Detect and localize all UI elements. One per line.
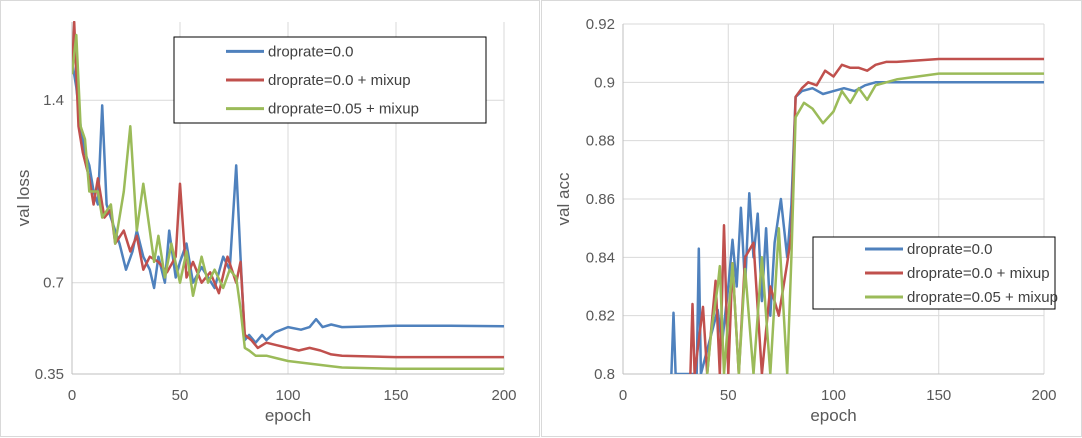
val-loss-chart-panel: 0.35 0.7 1.4 0 50 100 150 200 epoch val loss dropr… [0,0,540,437]
loss-series-line-droprate-0-0-mixup [72,21,504,359]
acc-y-tick-label: 0.86 [586,191,615,208]
loss-legend-label-droprate-0-05-mixup: droprate=0.05 + mixup [268,101,419,118]
acc-x-axis-label: epoch [810,406,856,425]
acc-y-tick-label: 0.82 [586,308,615,325]
acc-series-line-droprate-0-05-mixup [705,72,1044,374]
loss-series-line-droprate-0-0 [72,60,504,344]
loss-y-tick-label: 0.7 [43,275,64,292]
loss-x-tick-label: 100 [275,387,300,404]
val-acc-chart: 0.8 0.82 0.84 0.86 0.88 0.9 0.92 0 50 100 150 200 ep… [554,16,1058,425]
acc-y-tick-label: 0.9 [594,74,615,91]
acc-legend-label-droprate-0-05-mixup: droprate=0.05 + mixup [907,289,1058,306]
acc-legend-box [812,236,1056,310]
loss-x-tick-label: 0 [68,387,76,404]
val-acc-chart-panel: 0.8 0.82 0.84 0.86 0.88 0.9 0.92 0 50 100 150 200 ep… [541,0,1082,437]
acc-y-tick-label: 0.8 [594,366,615,383]
acc-y-axis-label: val acc [554,172,573,225]
loss-legend-label-droprate-0-0: droprate=0.0 [268,43,353,60]
loss-y-tick-label: 1.4 [43,92,64,109]
loss-x-tick-label: 150 [383,387,408,404]
loss-series-line-droprate-0-05-mixup [72,33,504,371]
loss-y-axis-label: val loss [14,170,33,227]
acc-y-tick-label: 0.84 [586,249,615,266]
acc-x-tick-label: 50 [720,387,737,404]
acc-y-tick-label: 0.92 [586,16,615,33]
acc-x-tick-label: 150 [926,387,951,404]
loss-x-axis-label: epoch [265,406,311,425]
val-loss-chart: 0.35 0.7 1.4 0 50 100 150 200 epoch val loss dropr… [14,21,517,425]
loss-y-tick-label: 0.35 [35,366,64,383]
loss-x-tick-label: 50 [172,387,189,404]
acc-legend-label-droprate-0-0: droprate=0.0 [907,241,992,258]
loss-x-tick-label: 200 [491,387,516,404]
acc-series-line-droprate-0-0-mixup [689,57,1044,374]
acc-x-tick-label: 100 [821,387,846,404]
acc-legend-label-droprate-0-0-mixup: droprate=0.0 + mixup [907,265,1050,282]
loss-legend-label-droprate-0-0-mixup: droprate=0.0 + mixup [268,72,411,89]
acc-x-tick-label: 0 [619,387,627,404]
acc-y-tick-label: 0.88 [586,133,615,150]
acc-x-tick-label: 200 [1031,387,1056,404]
